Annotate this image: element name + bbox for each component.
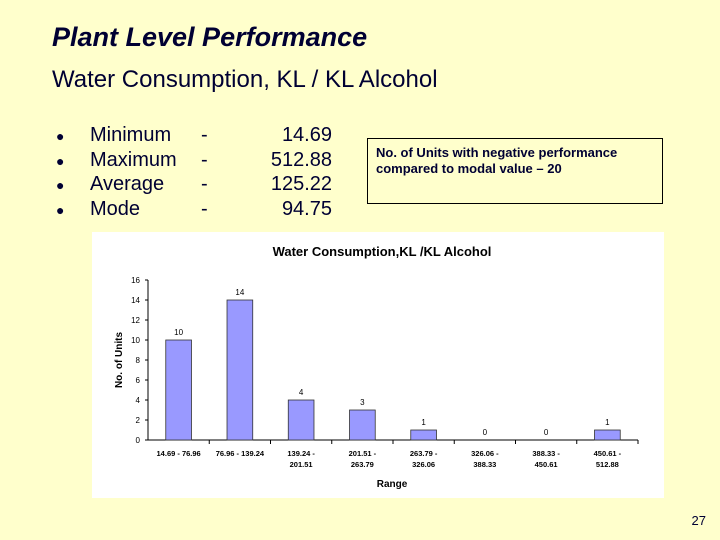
stat-dash: -: [201, 124, 208, 146]
bar: [287, 399, 315, 441]
x-tick-label: 263.79: [351, 460, 374, 469]
y-tick-label: 16: [131, 276, 140, 285]
x-tick-label: 76.96 - 139.24: [216, 449, 265, 458]
bar-value-label: 0: [544, 428, 549, 437]
bullet-icon: ●: [56, 177, 65, 193]
x-axis-label: Range: [377, 479, 408, 490]
y-tick-label: 14: [131, 296, 140, 305]
bar-value-label: 3: [360, 398, 365, 407]
bullet-icon: ●: [56, 128, 65, 144]
x-tick-label: 388.33 -: [532, 449, 560, 458]
note-box: No. of Units with negative performance c…: [367, 138, 663, 204]
histogram-chart: Water Consumption,KL /KL Alcohol No. of …: [114, 244, 639, 490]
bar-value-label: 4: [299, 388, 304, 397]
bar-value-label: 0: [483, 428, 488, 437]
stat-label: Maximum: [90, 148, 177, 171]
x-tick-label: 326.06 -: [471, 449, 499, 458]
stat-label: Average: [90, 173, 165, 195]
x-tick-label: 450.61: [535, 460, 558, 469]
stat-value: 125.22: [270, 173, 332, 195]
y-tick-label: 10: [131, 336, 140, 345]
stat-label: Minimum: [90, 124, 172, 146]
y-tick-label: 12: [131, 316, 140, 325]
x-tick-label: 139.24 -: [287, 449, 315, 458]
y-tick-label: 4: [136, 396, 141, 405]
y-tick-label: 6: [136, 376, 141, 385]
y-axis-label: No. of Units: [114, 332, 125, 389]
stat-value: 14.69: [281, 124, 332, 146]
x-tick-label: 263.79 -: [410, 449, 438, 458]
x-tick-label: 14.69 - 76.96: [157, 449, 201, 458]
stat-dash: -: [201, 148, 208, 171]
page-number: 27: [691, 513, 706, 528]
bar: [594, 429, 621, 441]
x-tick-label: 450.61 -: [594, 449, 622, 458]
bar-value-label: 10: [174, 328, 183, 337]
stat-value: 512.88: [270, 148, 332, 171]
bullet-icon: ●: [56, 201, 65, 218]
bar-value-label: 1: [421, 418, 426, 427]
bar: [410, 429, 437, 441]
bullet-icon: ●: [56, 152, 65, 169]
bar-value-label: 1: [605, 418, 610, 427]
y-tick-label: 8: [136, 356, 141, 365]
y-tick-label: 2: [136, 416, 141, 425]
bar: [349, 409, 376, 441]
slide-subtitle: Water Consumption, KL / KL Alcohol: [52, 66, 438, 93]
stat-dash: -: [201, 173, 208, 195]
x-tick-label: 512.88: [596, 460, 619, 469]
bar-value-label: 14: [235, 288, 244, 297]
x-tick-label: 388.33: [473, 460, 496, 469]
y-tick-label: 0: [136, 436, 141, 445]
stat-dash: -: [201, 197, 208, 220]
x-tick-label: 201.51 -: [349, 449, 377, 458]
stat-value: 94.75: [281, 197, 332, 220]
chart-title: Water Consumption,KL /KL Alcohol: [273, 244, 492, 259]
slide-title: Plant Level Performance: [52, 22, 368, 52]
stat-label: Mode: [90, 197, 141, 220]
bar: [165, 339, 192, 441]
x-tick-label: 201.51: [290, 460, 313, 469]
chart-container: Water Consumption,KL /KL Alcohol No. of …: [92, 232, 664, 498]
x-tick-label: 326.06: [412, 460, 435, 469]
bar: [226, 299, 254, 441]
